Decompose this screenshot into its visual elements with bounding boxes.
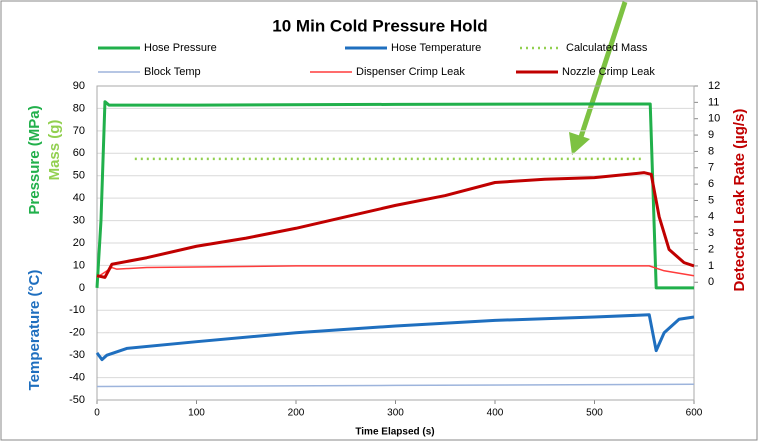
chart-title: 10 Min Cold Pressure Hold	[272, 16, 487, 35]
series-line	[96, 265, 695, 278]
legend-label: Hose Temperature	[391, 42, 481, 54]
y-tick-label: 30	[73, 214, 85, 226]
y-axis-label: Mass (g)	[46, 120, 63, 181]
y2-tick-label: 0	[708, 276, 714, 288]
y-tick-label: 0	[79, 282, 85, 294]
x-tick-label: 500	[586, 408, 603, 419]
legend-label: Block Temp	[144, 66, 201, 78]
series-line	[95, 100, 694, 290]
x-axis-label: Time Elapsed (s)	[355, 427, 434, 438]
y2-tick-label: 11	[708, 96, 719, 108]
y2-tick-label: 12	[708, 80, 720, 92]
x-tick-label: 600	[686, 408, 703, 419]
series-line	[96, 383, 695, 388]
y2-tick-label: 8	[708, 145, 714, 157]
y2-tick-label: 3	[708, 227, 714, 239]
annotation-arrow	[569, 1, 628, 155]
y-tick-label: 50	[73, 170, 85, 182]
y-tick-label: 90	[73, 80, 85, 92]
y2-tick-label: 5	[708, 194, 714, 206]
y2-tick-label: 1	[708, 260, 714, 272]
y-tick-label: 80	[73, 102, 85, 114]
y2-tick-label: 2	[708, 243, 714, 255]
y-tick-label: -20	[69, 327, 85, 339]
y-tick-label: -10	[69, 304, 85, 316]
x-tick-label: 0	[94, 408, 100, 419]
legend-label: Dispenser Crimp Leak	[356, 66, 465, 78]
y2-tick-label: 10	[708, 113, 720, 125]
y-tick-label: 10	[73, 259, 85, 271]
y-tick-label: -40	[69, 371, 85, 383]
y-tick-label: 20	[73, 237, 85, 249]
series-line	[95, 313, 695, 362]
y2-tick-label: 7	[708, 162, 714, 174]
legend-label: Nozzle Crimp Leak	[562, 66, 655, 78]
y-tick-label: 60	[73, 147, 85, 159]
legend-label: Calculated Mass	[566, 42, 648, 54]
y2-tick-label: 4	[708, 211, 714, 223]
y-axis-label: Pressure (MPa)	[26, 105, 43, 214]
plot-frame	[96, 85, 695, 401]
y2-tick-label: 6	[708, 178, 714, 190]
y-axis-label: Temperature (°C)	[26, 270, 43, 391]
arrow-head	[569, 132, 590, 155]
y2-tick-label: 9	[708, 129, 714, 141]
y2-axis-label: Detected Leak Rate (µg/s)	[731, 109, 748, 292]
x-tick-label: 100	[188, 408, 205, 419]
y-tick-label: 40	[73, 192, 85, 204]
y-tick-label: 70	[73, 125, 85, 137]
y-tick-label: -30	[69, 349, 85, 361]
series-line	[96, 171, 695, 279]
arrow-shaft	[577, 1, 628, 141]
x-tick-label: 400	[487, 408, 504, 419]
legend-label: Hose Pressure	[144, 42, 217, 54]
y-tick-label: -50	[69, 394, 85, 406]
x-tick-label: 300	[387, 408, 404, 419]
x-tick-label: 200	[288, 408, 305, 419]
